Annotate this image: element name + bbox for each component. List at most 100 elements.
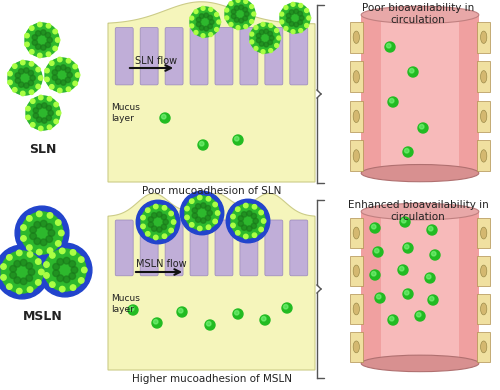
Circle shape [286,13,291,18]
Circle shape [0,245,49,299]
Circle shape [53,46,58,51]
Text: Enhanced bioavailability in
circulation: Enhanced bioavailability in circulation [348,200,488,222]
Circle shape [200,142,204,146]
Bar [478,101,490,132]
Circle shape [213,219,218,224]
Circle shape [48,97,52,101]
Circle shape [250,23,280,53]
Circle shape [76,73,80,77]
Circle shape [300,16,304,20]
Circle shape [66,87,70,91]
FancyBboxPatch shape [240,220,258,276]
FancyBboxPatch shape [115,28,133,85]
Circle shape [388,315,398,325]
Circle shape [226,199,270,243]
Circle shape [208,24,212,29]
Circle shape [148,222,154,227]
Circle shape [398,265,408,275]
Circle shape [259,210,264,215]
Circle shape [402,218,406,223]
Circle shape [6,255,12,260]
Circle shape [82,267,87,273]
Circle shape [243,16,248,21]
Circle shape [48,213,53,218]
Circle shape [386,44,391,48]
Circle shape [20,259,27,266]
Circle shape [69,273,75,279]
Circle shape [70,285,76,290]
Circle shape [154,204,158,209]
Bar [350,256,362,286]
Circle shape [234,310,239,315]
Circle shape [152,318,162,328]
Circle shape [73,64,78,69]
Ellipse shape [353,227,360,239]
Bar [478,218,490,248]
Circle shape [201,34,205,37]
Circle shape [60,248,65,254]
Circle shape [25,23,59,57]
Circle shape [280,3,310,33]
Circle shape [196,22,201,27]
Circle shape [404,291,409,295]
Bar [350,61,362,92]
Circle shape [26,115,30,120]
Circle shape [231,223,235,228]
Circle shape [48,125,52,129]
Circle shape [229,2,233,5]
Circle shape [200,203,206,208]
Circle shape [18,69,24,74]
Circle shape [46,115,52,121]
Circle shape [250,5,254,9]
Circle shape [270,35,274,41]
Circle shape [33,108,38,113]
Circle shape [252,205,256,209]
Circle shape [236,0,240,2]
Ellipse shape [361,165,479,182]
Circle shape [67,72,72,78]
Circle shape [256,38,261,43]
Circle shape [277,36,281,40]
Circle shape [410,69,414,73]
Circle shape [427,225,437,235]
Circle shape [26,106,30,111]
Circle shape [269,23,272,27]
Circle shape [304,9,308,12]
Circle shape [370,270,380,280]
Circle shape [141,205,175,239]
Circle shape [185,215,189,220]
FancyBboxPatch shape [190,28,208,85]
Text: SLN: SLN [30,143,56,156]
Circle shape [130,307,134,311]
Circle shape [38,22,42,27]
Circle shape [216,211,220,215]
Circle shape [214,12,218,16]
Circle shape [24,68,29,73]
Circle shape [205,320,215,330]
Circle shape [12,64,17,68]
Circle shape [38,243,92,297]
Circle shape [161,215,166,220]
Circle shape [148,217,154,222]
Ellipse shape [480,227,487,239]
Circle shape [206,197,210,201]
Circle shape [146,208,150,213]
Circle shape [231,204,265,238]
Circle shape [426,275,431,279]
Circle shape [36,259,41,264]
Circle shape [136,200,180,244]
Circle shape [69,261,75,267]
Circle shape [45,58,79,92]
Circle shape [403,243,413,253]
Circle shape [50,253,55,258]
Circle shape [28,287,33,292]
Circle shape [400,266,404,271]
Circle shape [234,6,239,11]
Circle shape [196,204,201,209]
Circle shape [238,221,244,226]
Circle shape [65,67,70,73]
Circle shape [264,42,268,47]
Circle shape [236,26,240,30]
Ellipse shape [480,31,487,43]
Circle shape [30,99,35,103]
